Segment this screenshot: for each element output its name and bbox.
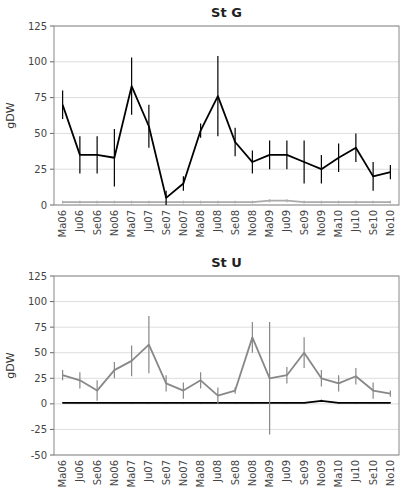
x-tick-label: No09	[316, 460, 327, 486]
plot-frame	[54, 276, 399, 455]
chart-title: St U	[211, 255, 242, 270]
y-tick-label: 50	[34, 128, 47, 139]
x-tick-label: Ju08	[212, 210, 223, 233]
y-tick-label: 125	[28, 21, 47, 32]
y-tick	[50, 169, 54, 170]
x-tick-label: Ju09	[281, 460, 292, 483]
panel: St U gDW -50 -25 0 25 50 75 100 125 Ma06 Ju06 Se06 No…	[4, 255, 399, 487]
x-tick-label: Ju06	[74, 210, 85, 233]
x-tick-label: Se08	[230, 210, 241, 235]
y-tick-label: 25	[34, 373, 47, 384]
x-tick-label: Ju06	[74, 460, 85, 483]
y-axis-label: gDW	[4, 102, 17, 128]
grid-line	[54, 301, 399, 302]
y-tick	[50, 97, 54, 98]
x-tick-label: No06	[109, 210, 120, 236]
x-tick-label: No06	[109, 460, 120, 486]
grid-line	[54, 169, 399, 170]
x-tick-label: Se06	[92, 210, 103, 235]
x-tick-label: Ju09	[281, 210, 292, 233]
y-tick	[50, 133, 54, 134]
chart-title: St G	[211, 5, 242, 20]
y-tick	[50, 327, 54, 328]
series	[63, 199, 391, 203]
x-tick-label: No08	[247, 210, 258, 236]
y-tick-label: 50	[34, 347, 47, 358]
y-tick-label: 100	[28, 56, 47, 67]
x-tick-label: Ma06	[57, 210, 68, 237]
x-tick-label: Se07	[161, 210, 172, 235]
grid-line	[54, 352, 399, 353]
y-tick-label: -25	[31, 424, 47, 435]
x-tick-label: Ma08	[195, 210, 206, 237]
x-tick-label: Ma09	[264, 460, 275, 487]
y-tick	[50, 61, 54, 62]
series	[63, 316, 391, 435]
x-tick-label: Ma10	[333, 210, 344, 237]
panel: St G gDW 0 25 50 75 100 125 Ma06 Ju06 Se06 No06 Ma07…	[4, 5, 399, 237]
x-tick-label: Se09	[299, 460, 310, 485]
series-line	[63, 337, 391, 395]
x-tick-label: Ma09	[264, 210, 275, 237]
x-tick-label: No10	[385, 460, 396, 486]
data-area	[63, 316, 391, 435]
grid-line	[54, 61, 399, 62]
series-line	[63, 401, 391, 403]
y-tick	[50, 429, 54, 430]
y-tick-label: 100	[28, 296, 47, 307]
grid-line	[54, 97, 399, 98]
y-tick	[50, 352, 54, 353]
y-tick	[50, 301, 54, 302]
x-tick-label: Ju07	[143, 210, 154, 233]
x-tick-label: Se10	[368, 210, 379, 235]
y-tick-label: 0	[41, 398, 47, 409]
y-tick-label: 0	[41, 200, 47, 211]
series	[63, 56, 391, 205]
x-tick-label: Ma08	[195, 460, 206, 487]
x-tick-label: No07	[178, 210, 189, 236]
x-tick-label: Ma06	[57, 460, 68, 487]
grid-line	[54, 429, 399, 430]
x-tick-label: Ju07	[143, 460, 154, 483]
y-tick-label: 75	[34, 322, 47, 333]
x-tick-label: Se07	[161, 460, 172, 485]
x-tick-label: No10	[385, 210, 396, 236]
y-tick-label: 125	[28, 271, 47, 282]
y-tick	[50, 378, 54, 379]
series-line	[63, 201, 391, 202]
y-tick	[50, 403, 54, 404]
y-axis-label: gDW	[4, 352, 17, 378]
x-tick-label: Se09	[299, 210, 310, 235]
x-tick-label: Se06	[92, 460, 103, 485]
y-tick	[50, 205, 54, 206]
series-line	[63, 86, 391, 198]
x-tick-label: Ma10	[333, 460, 344, 487]
y-tick	[50, 455, 54, 456]
x-tick-label: Ma07	[126, 210, 137, 237]
grid-line	[54, 378, 399, 379]
x-tick-label: Ju08	[212, 460, 223, 483]
x-tick-label: No07	[178, 460, 189, 486]
grid-line	[54, 133, 399, 134]
y-tick	[50, 26, 54, 27]
chart-canvas: St G gDW 0 25 50 75 100 125 Ma06 Ju06 Se06 No06 Ma07…	[0, 0, 409, 500]
y-tick-label: -50	[31, 450, 47, 461]
plot-frame	[54, 26, 399, 205]
x-tick-label: Ju10	[350, 460, 361, 483]
data-area	[63, 56, 391, 205]
x-tick-label: Se08	[230, 460, 241, 485]
x-tick-label: Ma07	[126, 460, 137, 487]
x-tick-label: Ju10	[350, 210, 361, 233]
x-tick-label: Se10	[368, 460, 379, 485]
series	[63, 400, 391, 404]
x-tick-label: No09	[316, 210, 327, 236]
y-tick-label: 75	[34, 92, 47, 103]
y-tick	[50, 276, 54, 277]
x-tick-label: No08	[247, 460, 258, 486]
y-tick-label: 25	[34, 164, 47, 175]
grid-line	[54, 327, 399, 328]
